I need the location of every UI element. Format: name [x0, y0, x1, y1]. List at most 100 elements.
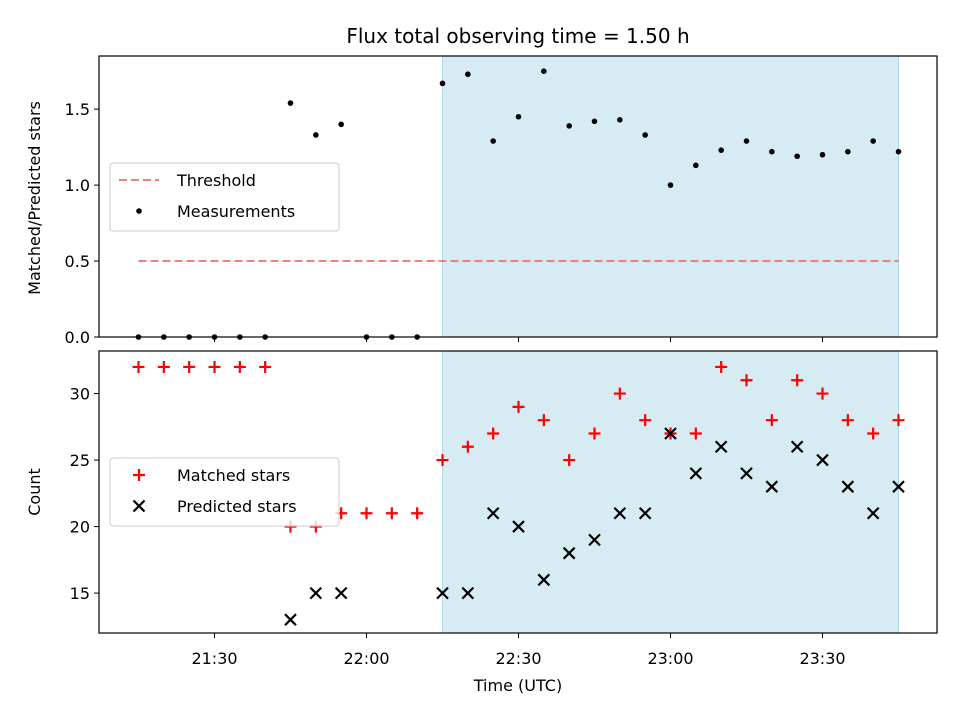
measurement-point	[338, 121, 344, 128]
matched-stars-point	[740, 374, 753, 387]
matched-stars-point	[385, 507, 398, 520]
measurement-point	[895, 148, 902, 155]
legend-label: Predicted stars	[177, 497, 297, 516]
x-tick-label: 22:00	[343, 649, 389, 668]
predicted-stars-point	[284, 613, 297, 626]
legend-label: Threshold	[176, 171, 256, 190]
predicted-stars-point	[689, 467, 703, 480]
matched-stars-point	[588, 427, 601, 440]
legend-box	[109, 162, 340, 232]
predicted-stars-point	[866, 507, 880, 520]
predicted-stars-point	[588, 533, 601, 547]
matched-stars-point	[360, 507, 373, 520]
measurement-point	[870, 138, 876, 144]
matched-stars-point	[512, 400, 525, 413]
matched-stars-point	[436, 454, 449, 467]
matched-stars-point	[537, 414, 550, 427]
y-tick-label: 15	[70, 584, 90, 603]
y-tick-label: 25	[70, 451, 90, 470]
y-tick-label: 30	[70, 385, 90, 404]
matched-stars-point	[183, 360, 196, 373]
matched-stars-point	[841, 414, 854, 427]
x-tick-label: 23:00	[647, 649, 693, 668]
measurement-point	[819, 151, 826, 158]
counts-panel: 15 20 25 30 21:30 22:00 22:30 23:00 23:30 Count Ma…	[25, 350, 938, 668]
predicted-stars-point	[841, 480, 855, 493]
predicted-stars-point	[512, 520, 525, 533]
measurement-point	[566, 123, 572, 129]
predicted-stars-point	[436, 586, 449, 600]
matched-stars-point	[487, 427, 500, 440]
x-tick-label: 21:30	[191, 649, 237, 668]
predicted-stars-point	[740, 467, 753, 480]
y-axis-label: Count	[25, 468, 44, 516]
measurement-point	[541, 68, 547, 74]
measurement-point	[845, 148, 851, 155]
y-tick-label: 20	[70, 518, 90, 537]
highlight-span	[442, 55, 899, 338]
predicted-stars-point	[309, 586, 323, 600]
measurement-point	[591, 118, 598, 125]
predicted-stars-point	[790, 440, 804, 454]
y-tick-label: 0.0	[65, 328, 90, 347]
matched-stars-point	[689, 427, 702, 440]
predicted-stars-point	[816, 453, 829, 467]
matched-stars-point	[563, 454, 576, 467]
measurement-point	[465, 71, 471, 78]
predicted-stars-point	[714, 440, 728, 454]
legend-predicted-swatch	[132, 499, 146, 513]
y-tick-label: 1.0	[65, 176, 90, 195]
x-axis-label: Time (UTC)	[473, 676, 562, 695]
predicted-stars-point	[562, 546, 576, 560]
measurement-point	[718, 147, 724, 153]
matched-stars-point	[892, 414, 905, 427]
matched-stars-point	[461, 440, 474, 453]
predicted-stars-point	[461, 586, 475, 600]
matched-stars-point	[765, 414, 778, 427]
matched-stars-point	[816, 387, 829, 400]
predicted-stars-point	[892, 480, 905, 493]
measurement-point	[313, 132, 319, 138]
predicted-stars-point	[664, 427, 677, 440]
predicted-stars-point	[765, 480, 779, 493]
matched-stars-point	[791, 374, 804, 387]
predicted-stars-point	[613, 507, 627, 520]
y-tick-label: 1.5	[65, 100, 90, 119]
legend-label: Matched stars	[177, 466, 290, 485]
matched-stars-point	[259, 360, 272, 373]
measurement-point	[769, 148, 775, 155]
measurements-panel: 0.0 0.5 1.0 1.5 Matched/Predicted stars Thres…	[25, 55, 938, 347]
legend-box	[109, 457, 340, 527]
measurement-point	[287, 100, 294, 106]
matched-stars-point	[613, 387, 626, 400]
predicted-stars-point	[638, 507, 652, 520]
predicted-stars-point	[537, 573, 551, 587]
matched-stars-point	[233, 360, 246, 373]
matched-stars-point	[157, 360, 170, 373]
highlight-span	[442, 350, 899, 634]
axes-frame	[98, 55, 938, 338]
legend-measurement-swatch	[136, 208, 142, 214]
x-tick-label: 22:30	[495, 649, 541, 668]
y-axis-label: Matched/Predicted stars	[25, 101, 44, 295]
matched-stars-point	[715, 360, 728, 373]
legend-label: Measurements	[177, 202, 295, 221]
y-tick-label: 0.5	[65, 252, 90, 271]
predicted-stars-point	[486, 507, 500, 520]
predicted-stars-point	[334, 586, 348, 600]
measurement-point	[515, 113, 522, 120]
measurement-point	[794, 153, 800, 160]
matched-stars-point	[867, 427, 880, 440]
chart-title: Flux total observing time = 1.50 h	[346, 24, 689, 48]
matched-stars-point	[208, 360, 221, 373]
axes-frame	[98, 350, 938, 634]
x-tick-label: 23:30	[799, 649, 845, 668]
measurement-point	[693, 162, 699, 169]
measurement-point	[667, 182, 674, 188]
legend-matched-swatch	[133, 469, 145, 481]
measurement-point	[617, 116, 623, 123]
measurement-point	[439, 80, 446, 87]
matched-stars-point	[132, 360, 145, 373]
measurement-point	[490, 138, 496, 144]
